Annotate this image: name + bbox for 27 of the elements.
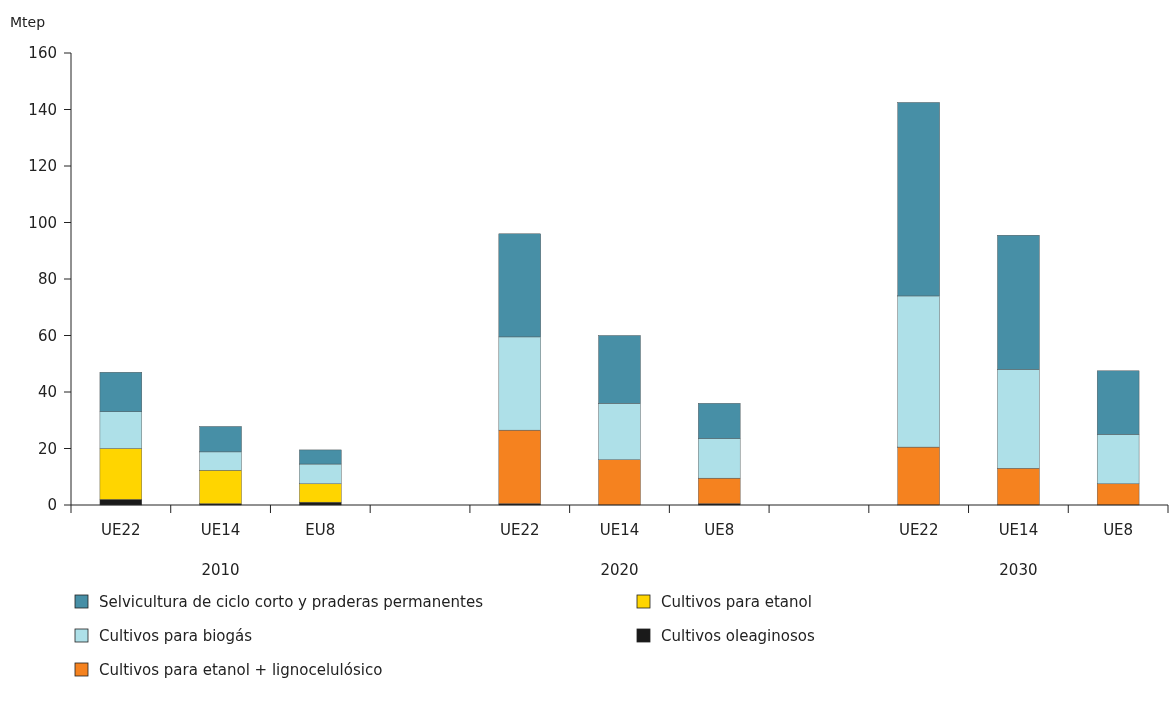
y-tick-label: 60 xyxy=(37,326,57,345)
legend-label: Cultivos oleaginosos xyxy=(661,627,815,646)
y-tick-label: 40 xyxy=(37,383,57,402)
text: 2010 xyxy=(201,561,240,579)
text: 2020 xyxy=(600,561,639,579)
x-tick-label: UE8 xyxy=(704,521,735,539)
legend-label: Selvicultura de ciclo corto y praderas permanentes xyxy=(99,593,484,612)
y-axis-title: Mtep xyxy=(10,14,46,30)
x-tick-label: UE14 xyxy=(599,521,640,539)
y-tick-label: 20 xyxy=(37,439,57,458)
x-tick-label: EU8 xyxy=(305,521,336,539)
y-tick-label: 160 xyxy=(28,44,57,63)
y-tick-label: 140 xyxy=(28,100,57,119)
legend-label: Cultivos para etanol + lignocelulósico xyxy=(99,661,383,680)
legend-label: Cultivos para etanol xyxy=(661,593,812,612)
legend-label: Cultivos para biogás xyxy=(99,627,253,646)
y-tick-label: 80 xyxy=(37,270,57,289)
y-tick-label: 120 xyxy=(28,157,57,176)
x-tick-label: UE14 xyxy=(998,521,1039,539)
x-tick-label: UE22 xyxy=(101,521,141,539)
x-tick-label: UE8 xyxy=(1103,521,1134,539)
y-tick-label: 100 xyxy=(28,213,57,232)
x-tick-label: UE22 xyxy=(898,521,939,539)
x-tick-label: UE22 xyxy=(500,521,540,539)
x-tick-label: UE14 xyxy=(200,521,241,539)
y-tick-label: 0 xyxy=(47,496,57,515)
text: 2030 xyxy=(999,561,1038,579)
